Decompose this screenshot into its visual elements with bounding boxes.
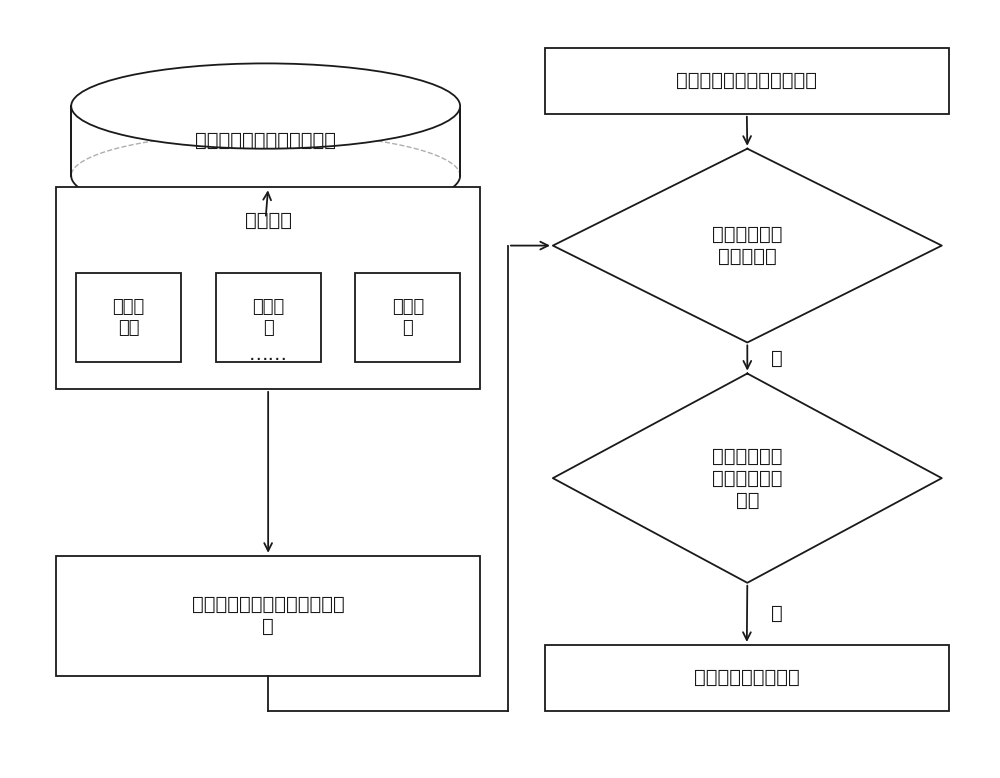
FancyBboxPatch shape — [71, 106, 460, 176]
Text: 星期特
征: 星期特 征 — [252, 298, 284, 337]
FancyBboxPatch shape — [56, 187, 480, 389]
Text: 实时交通流量
是否等于零: 实时交通流量 是否等于零 — [712, 225, 783, 266]
FancyBboxPatch shape — [545, 645, 949, 711]
Text: 是: 是 — [771, 605, 783, 623]
Polygon shape — [553, 373, 942, 583]
Text: 门架对之间的历史交通流量: 门架对之间的历史交通流量 — [195, 131, 336, 150]
FancyBboxPatch shape — [355, 273, 460, 362]
Text: ……: …… — [249, 345, 288, 363]
Text: 门架对之间的交通流量边界阈
值: 门架对之间的交通流量边界阈 值 — [192, 595, 345, 636]
FancyBboxPatch shape — [76, 273, 181, 362]
Polygon shape — [553, 149, 942, 342]
Text: 确定门架对之间中断: 确定门架对之间中断 — [694, 668, 800, 687]
FancyBboxPatch shape — [216, 273, 320, 362]
Text: 门架对之间的实时交通流量: 门架对之间的实时交通流量 — [676, 72, 817, 90]
Text: 是: 是 — [771, 349, 783, 367]
FancyBboxPatch shape — [56, 555, 480, 676]
Text: 实时交通流量
是否低于边界
阈值: 实时交通流量 是否低于边界 阈值 — [712, 447, 783, 510]
FancyBboxPatch shape — [545, 48, 949, 114]
Ellipse shape — [71, 63, 460, 149]
Text: 小时特
征: 小时特 征 — [392, 298, 424, 337]
Text: 节假日
特征: 节假日 特征 — [112, 298, 145, 337]
Text: 特征分类: 特征分类 — [245, 211, 292, 230]
